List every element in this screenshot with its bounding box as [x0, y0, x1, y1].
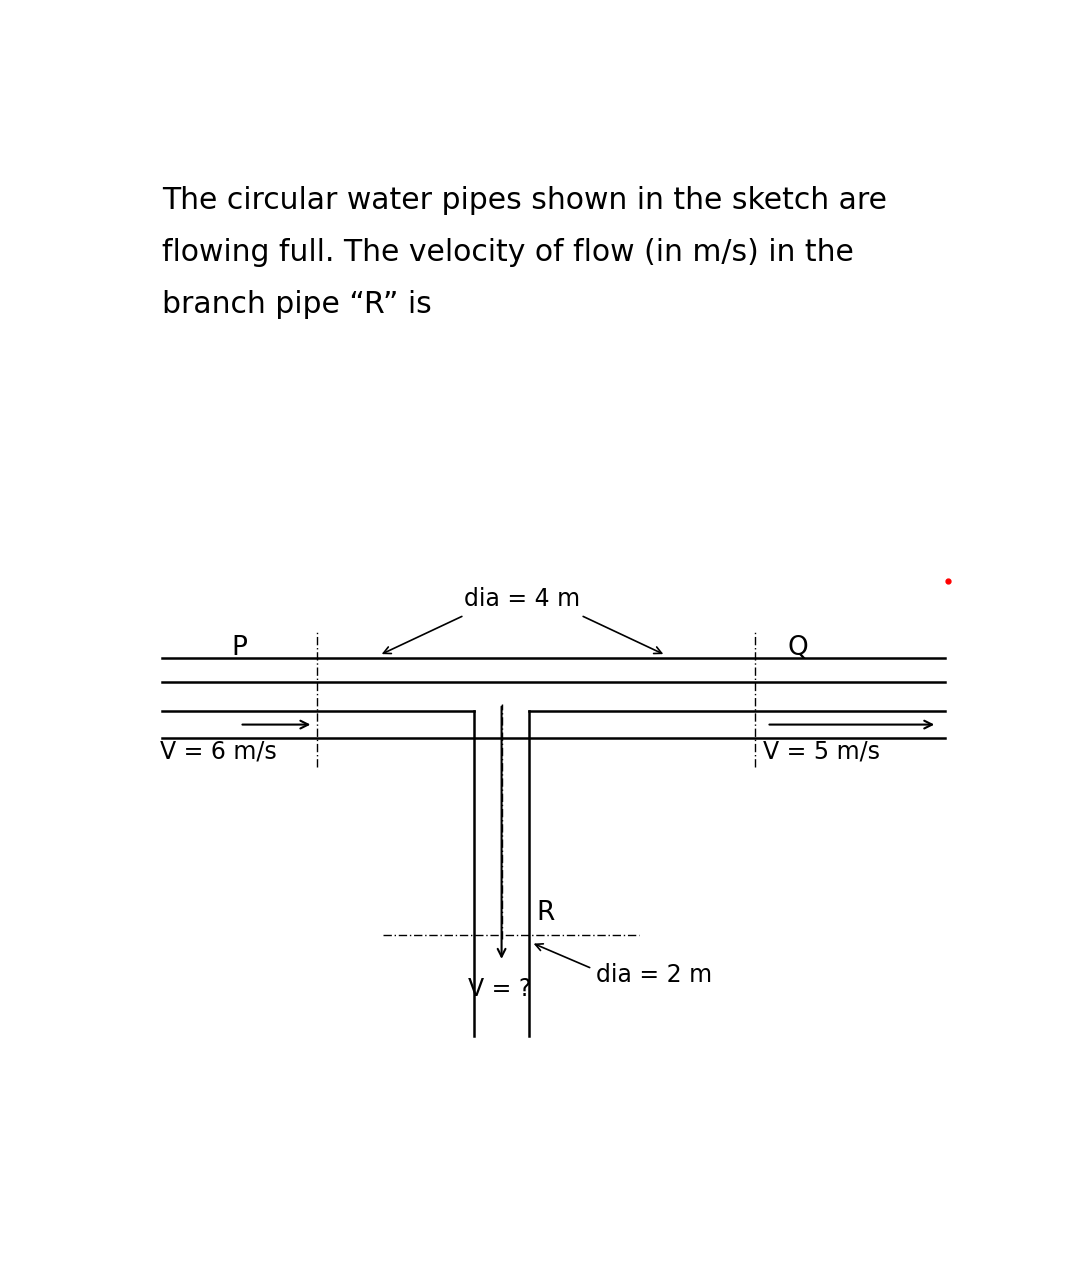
- Text: V = ?: V = ?: [469, 977, 531, 1001]
- Text: P: P: [232, 635, 247, 660]
- Text: dia = 4 m: dia = 4 m: [464, 587, 581, 612]
- Text: V = 5 m/s: V = 5 m/s: [762, 739, 880, 764]
- Text: V = 6 m/s: V = 6 m/s: [160, 739, 276, 764]
- Text: The circular water pipes shown in the sketch are: The circular water pipes shown in the sk…: [162, 185, 887, 215]
- Text: Q: Q: [787, 635, 808, 660]
- Text: dia = 2 m: dia = 2 m: [596, 963, 712, 987]
- Text: branch pipe “R” is: branch pipe “R” is: [162, 290, 432, 319]
- Text: R: R: [537, 899, 555, 926]
- Text: flowing full. The velocity of flow (in m/s) in the: flowing full. The velocity of flow (in m…: [162, 238, 854, 267]
